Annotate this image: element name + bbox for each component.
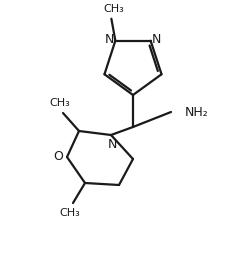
Text: NH₂: NH₂ [185,106,209,119]
Text: CH₃: CH₃ [103,4,124,14]
Text: O: O [53,151,63,164]
Text: N: N [152,33,161,46]
Text: CH₃: CH₃ [50,98,70,108]
Text: N: N [105,33,114,46]
Text: CH₃: CH₃ [60,208,80,218]
Text: N: N [107,138,117,151]
